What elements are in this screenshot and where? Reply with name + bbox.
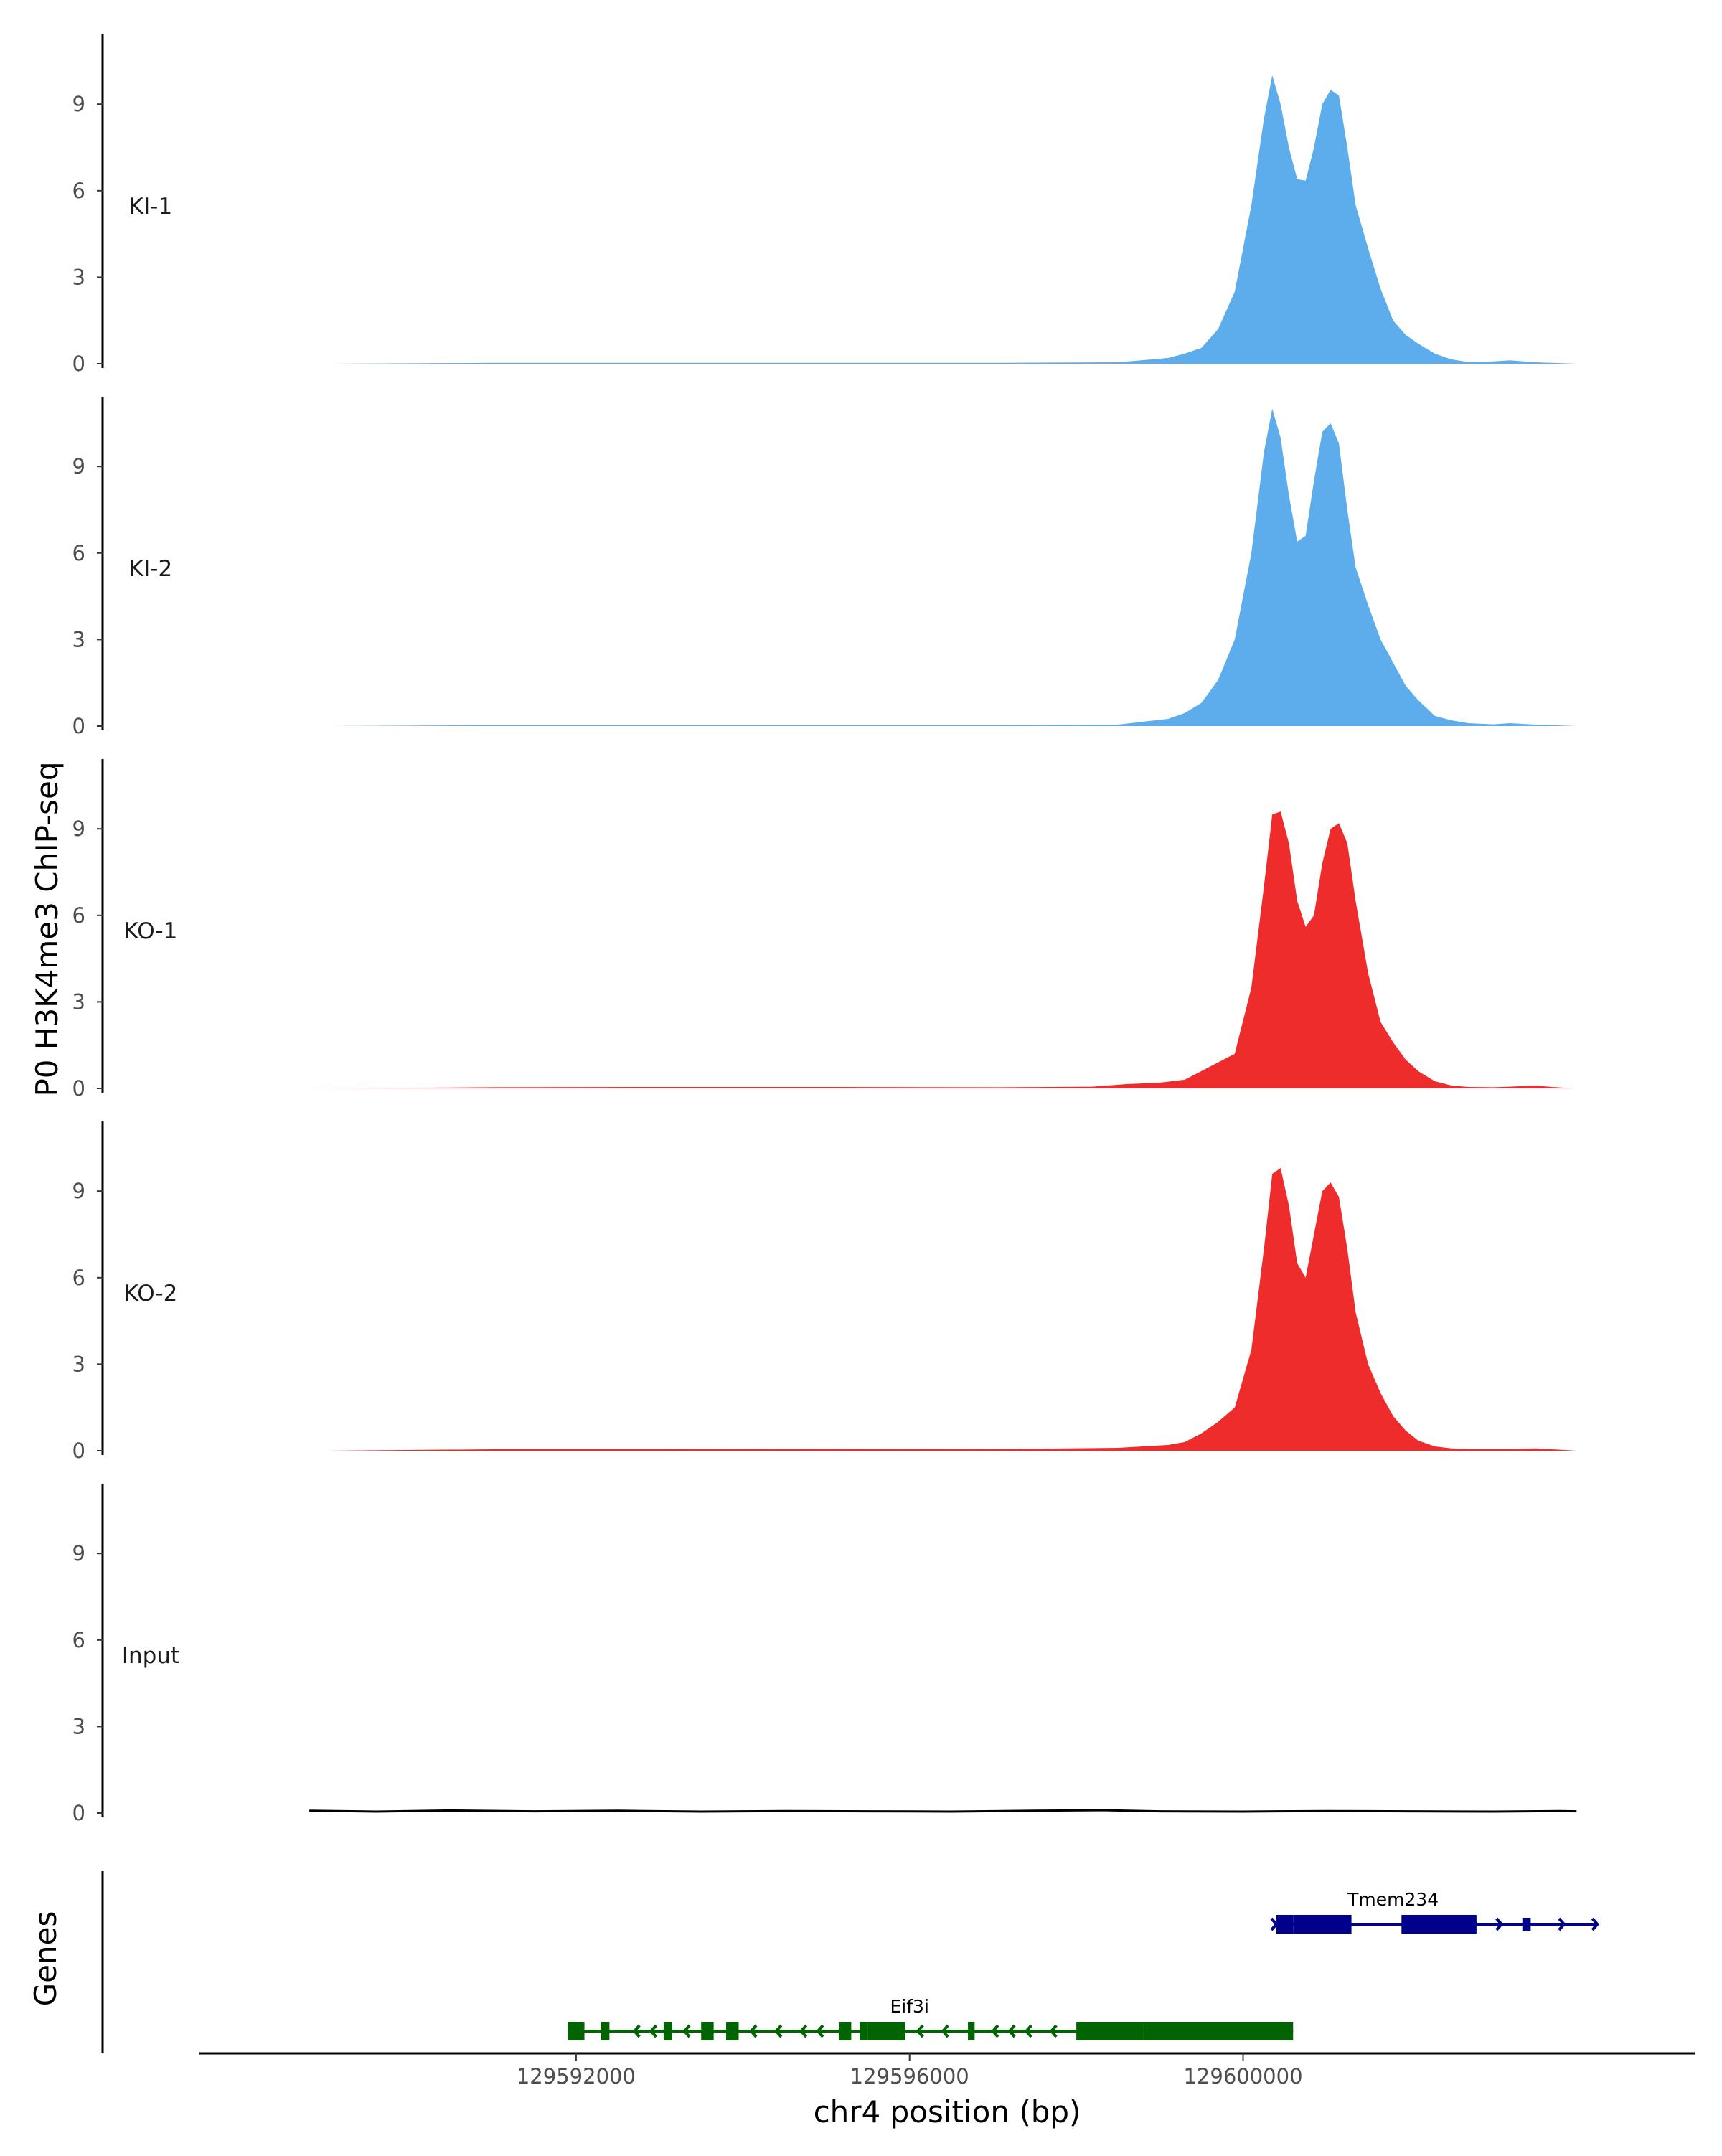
y-tick-label: 9 [72, 1541, 85, 1566]
strand-arrow-icon [1470, 1917, 1479, 1931]
gene-label: Eif3i [890, 1996, 929, 2017]
gene-exon [701, 2022, 714, 2040]
strand-arrow-icon [682, 2024, 691, 2038]
y-tick-label: 3 [72, 1714, 85, 1738]
gene-exon [867, 2022, 905, 2040]
gene-exon [1522, 1918, 1531, 1931]
track-label: Input [122, 1643, 179, 1669]
genes-axis-title: Genes [28, 1911, 63, 2007]
track-ko-2: 0 3 6 9 KO-2 [72, 1121, 1577, 1463]
gene-label: Tmem234 [1347, 1889, 1439, 1910]
y-tick-label: 9 [72, 92, 85, 116]
track-ko-1: 0 3 6 9 KO-1 [72, 759, 1577, 1101]
gene-exon [838, 2022, 852, 2040]
strand-arrow-icon [1270, 1917, 1279, 1931]
y-tick-label: 0 [72, 1076, 85, 1101]
y-tick-label: 0 [72, 1439, 85, 1463]
strand-arrow-icon [1024, 2024, 1032, 2038]
gene-exon [1143, 2022, 1294, 2040]
y-tick-label: 6 [72, 1628, 85, 1652]
strand-arrow-icon [816, 2024, 824, 2038]
y-tick-label: 3 [72, 1352, 85, 1376]
strand-arrow-icon [1591, 1917, 1600, 1931]
strand-arrow-icon [841, 2024, 850, 2038]
y-tick-label: 6 [72, 1266, 85, 1290]
y-tick-label: 3 [72, 627, 85, 651]
strand-arrow-icon [749, 2024, 758, 2038]
track-label: KO-2 [124, 1281, 178, 1307]
strand-arrow-icon [632, 2024, 641, 2038]
y-tick-label: 6 [72, 903, 85, 928]
genes-layer: Tmem234 Eif3i [101, 1871, 1600, 2053]
y-axis-title: P0 H3K4me3 ChIP-seq [29, 761, 65, 1096]
y-tick-label: 9 [72, 816, 85, 841]
coverage-area [326, 408, 1577, 726]
strand-arrow-icon [799, 2024, 808, 2038]
gene-tmem234: Tmem234 [1270, 1889, 1600, 1934]
y-tick-label: 0 [72, 1801, 85, 1825]
track-label: KO-1 [124, 918, 178, 944]
strand-arrow-icon [1007, 2024, 1016, 2038]
strand-arrow-icon [1049, 2024, 1058, 2038]
y-tick-label: 0 [72, 352, 85, 376]
y-tick-label: 6 [72, 179, 85, 203]
x-tick-label: 129596000 [850, 2064, 969, 2089]
x-axis: 129592000 129596000 129600000 [199, 2052, 1695, 2089]
strand-arrow-icon [1429, 1917, 1437, 1931]
y-tick-label: 3 [72, 265, 85, 289]
y-tick-label: 9 [72, 454, 85, 479]
track-input: 0 3 6 9 Input [72, 1484, 1577, 1825]
strand-arrow-icon [991, 2024, 999, 2038]
x-axis-title: chr4 position (bp) [814, 2094, 1081, 2129]
gene-exon [1401, 1915, 1477, 1934]
strand-arrow-icon [649, 2024, 657, 2038]
strand-arrow-icon [1495, 1917, 1504, 1931]
gene-exon [663, 2022, 672, 2040]
gene-exon [859, 2022, 868, 2040]
strand-arrow-icon [916, 2024, 924, 2038]
gene-exon [601, 2022, 610, 2040]
gene-exon [1293, 1915, 1352, 1934]
coverage-line [309, 1809, 1577, 1813]
strand-arrow-icon [774, 2024, 783, 2038]
strand-arrow-icon [941, 2024, 949, 2038]
y-tick-label: 6 [72, 541, 85, 565]
track-ki-2: 0 3 6 9 KI-2 [72, 397, 1577, 738]
track-label: KI-1 [129, 194, 172, 220]
y-tick-label: 0 [72, 714, 85, 738]
tracks-layer: 0 3 6 9 KI-1 0 3 6 9 KI-2 0 3 6 9 KO-1 0 3 6 9 KO-2 0 3 6 9 Inpu… [72, 34, 1577, 1825]
gene-exon [726, 2022, 739, 2040]
gene-exon [568, 2022, 585, 2040]
gene-exon [1076, 2022, 1144, 2040]
strand-arrow-icon [1558, 1917, 1566, 1931]
coverage-area [309, 811, 1577, 1088]
y-tick-label: 9 [72, 1179, 85, 1203]
gene-exon [968, 2022, 975, 2040]
coverage-area [326, 1168, 1577, 1451]
x-tick-label: 129600000 [1183, 2064, 1302, 2089]
x-tick-label: 129592000 [517, 2064, 636, 2089]
track-label: KI-2 [129, 556, 172, 582]
gene-exon [1276, 1915, 1294, 1934]
y-tick-label: 3 [72, 989, 85, 1014]
coverage-area [326, 75, 1577, 364]
gene-eif3i: Eif3i [568, 1996, 1294, 2040]
track-ki-1: 0 3 6 9 KI-1 [72, 34, 1577, 376]
